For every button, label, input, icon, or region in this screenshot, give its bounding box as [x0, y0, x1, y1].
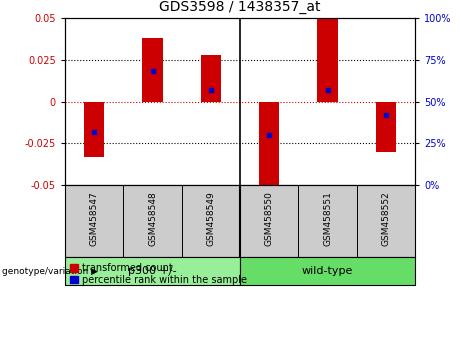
Bar	[84, 102, 104, 156]
Text: GSM458548: GSM458548	[148, 191, 157, 246]
Text: GSM458550: GSM458550	[265, 191, 274, 246]
Text: GSM458547: GSM458547	[90, 191, 99, 246]
Text: GSM458552: GSM458552	[381, 191, 390, 246]
FancyBboxPatch shape	[65, 257, 240, 285]
Text: p300 +/-: p300 +/-	[128, 266, 177, 276]
Bar	[317, 18, 338, 102]
Title: GDS3598 / 1438357_at: GDS3598 / 1438357_at	[159, 0, 321, 14]
Legend: transformed count, percentile rank within the sample: transformed count, percentile rank withi…	[70, 263, 247, 285]
Text: GSM458549: GSM458549	[207, 191, 215, 246]
Bar	[376, 102, 396, 152]
Text: GSM458551: GSM458551	[323, 191, 332, 246]
Bar	[259, 102, 279, 185]
Text: genotype/variation ▶: genotype/variation ▶	[2, 267, 98, 275]
Text: wild-type: wild-type	[302, 266, 353, 276]
FancyBboxPatch shape	[240, 257, 415, 285]
Bar	[142, 38, 163, 102]
Bar	[201, 55, 221, 102]
